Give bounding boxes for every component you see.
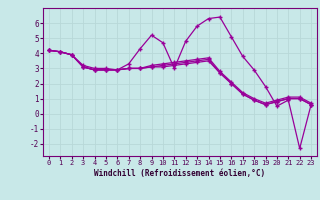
X-axis label: Windchill (Refroidissement éolien,°C): Windchill (Refroidissement éolien,°C) — [94, 169, 266, 178]
